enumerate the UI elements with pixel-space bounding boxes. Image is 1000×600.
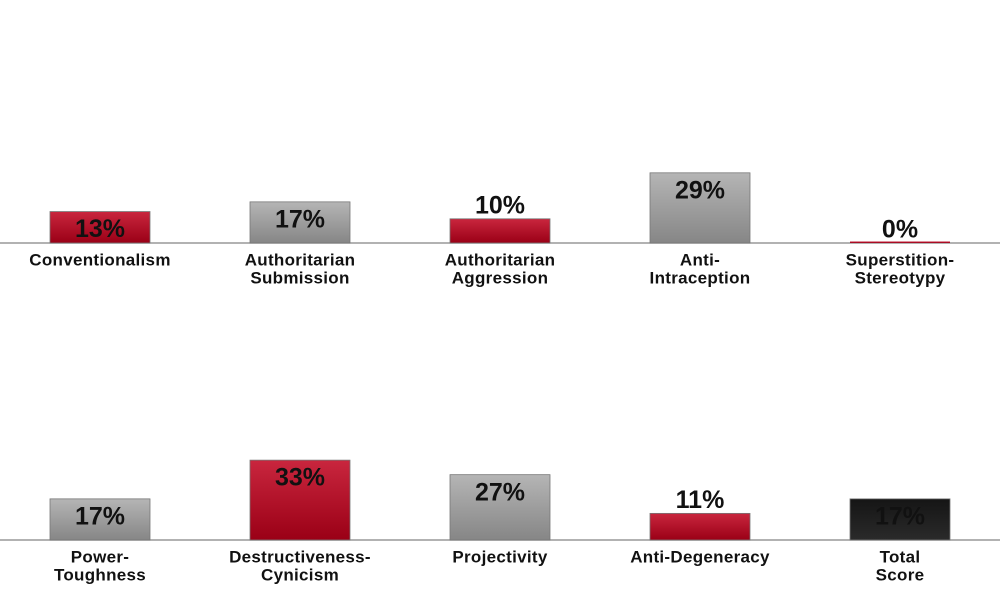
- value-label: 0%: [882, 216, 918, 244]
- bar: [449, 218, 551, 244]
- value-label: 11%: [676, 486, 725, 514]
- category-label: Total: [880, 547, 921, 566]
- category-label: Cynicism: [261, 565, 339, 584]
- bar: [649, 172, 751, 244]
- category-label: Anti-: [680, 250, 720, 269]
- category-label: Authoritarian: [245, 250, 356, 269]
- category-label: Superstition-: [846, 250, 955, 269]
- bar: [249, 201, 351, 244]
- value-label: 17%: [875, 502, 925, 530]
- value-label: 33%: [275, 464, 325, 492]
- category-label: Score: [876, 565, 925, 584]
- category-label: Aggression: [452, 268, 549, 287]
- category-label: Conventionalism: [29, 250, 170, 269]
- bar: [49, 211, 151, 244]
- category-label: Authoritarian: [445, 250, 556, 269]
- category-label: Toughness: [54, 565, 146, 584]
- category-label: Projectivity: [452, 547, 547, 566]
- bar: [249, 459, 351, 541]
- value-label: 13%: [75, 215, 125, 243]
- value-label: 29%: [675, 176, 725, 204]
- category-label: Stereotypy: [855, 268, 946, 287]
- category-label: Destructiveness-: [229, 547, 371, 566]
- bar: [649, 512, 751, 541]
- category-label: Intraception: [650, 268, 751, 287]
- bar: [49, 498, 151, 541]
- category-label: Anti-Degeneracy: [630, 547, 770, 566]
- value-label: 10%: [475, 191, 525, 219]
- value-label: 17%: [275, 205, 325, 233]
- bar: [849, 498, 951, 541]
- value-label: 17%: [75, 502, 125, 530]
- category-label: Power-: [71, 547, 129, 566]
- bar: [850, 241, 950, 243]
- value-label: 27%: [475, 478, 525, 506]
- category-label: Submission: [250, 268, 349, 287]
- bar: [449, 474, 551, 541]
